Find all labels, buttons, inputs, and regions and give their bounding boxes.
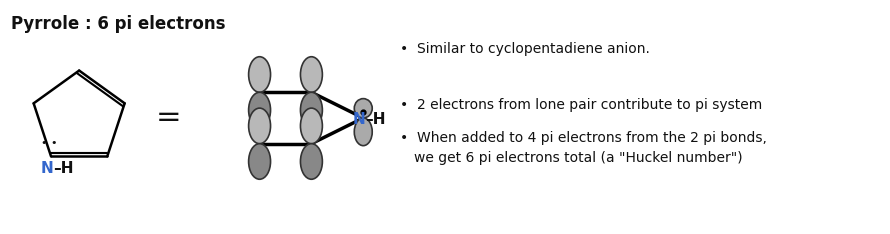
Ellipse shape	[354, 118, 372, 146]
Ellipse shape	[354, 99, 372, 118]
Ellipse shape	[248, 57, 271, 92]
Text: –H: –H	[53, 161, 74, 176]
Ellipse shape	[301, 57, 322, 92]
Text: • •: • •	[41, 138, 57, 147]
Text: –H: –H	[365, 113, 385, 128]
Text: Pyrrole : 6 pi electrons: Pyrrole : 6 pi electrons	[12, 15, 226, 33]
Text: •  When added to 4 pi electrons from the 2 pi bonds,: • When added to 4 pi electrons from the …	[400, 131, 767, 145]
Ellipse shape	[248, 144, 271, 179]
Text: we get 6 pi electrons total (a "Huckel number"): we get 6 pi electrons total (a "Huckel n…	[414, 150, 743, 165]
Ellipse shape	[301, 108, 322, 144]
Text: •  Similar to cyclopentadiene anion.: • Similar to cyclopentadiene anion.	[400, 42, 650, 56]
Ellipse shape	[301, 92, 322, 128]
Text: N: N	[352, 113, 365, 128]
Ellipse shape	[248, 108, 271, 144]
Text: N: N	[40, 161, 53, 176]
Ellipse shape	[301, 144, 322, 179]
Text: =: =	[156, 103, 182, 132]
Text: •  2 electrons from lone pair contribute to pi system: • 2 electrons from lone pair contribute …	[400, 98, 763, 112]
Ellipse shape	[248, 92, 271, 128]
